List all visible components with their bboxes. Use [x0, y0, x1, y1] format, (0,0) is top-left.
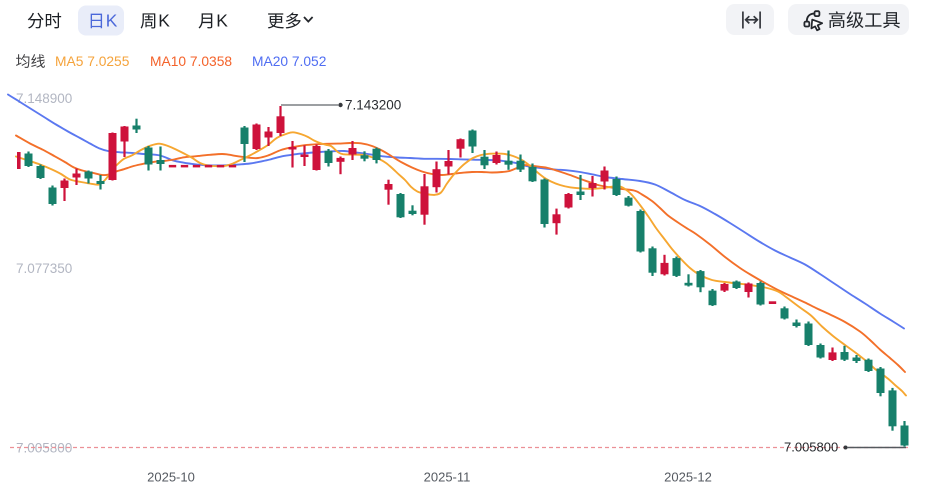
- svg-text:7.143200: 7.143200: [345, 98, 401, 113]
- svg-text:MA5 7.0255: MA5 7.0255: [55, 54, 130, 69]
- svg-text:7.005800: 7.005800: [16, 441, 72, 456]
- svg-text:K: K: [216, 11, 228, 31]
- svg-text:MA10 7.0358: MA10 7.0358: [150, 54, 232, 69]
- svg-text:MA20 7.052: MA20 7.052: [252, 54, 326, 69]
- svg-text:2025-10: 2025-10: [147, 470, 195, 485]
- svg-text:2025-12: 2025-12: [664, 470, 712, 485]
- svg-text:7.148900: 7.148900: [16, 91, 72, 106]
- svg-text:7.005800: 7.005800: [784, 440, 838, 455]
- svg-text:K: K: [106, 11, 118, 31]
- svg-text:7.077350: 7.077350: [16, 261, 72, 276]
- svg-text:K: K: [158, 11, 170, 31]
- svg-text:2025-11: 2025-11: [424, 470, 471, 485]
